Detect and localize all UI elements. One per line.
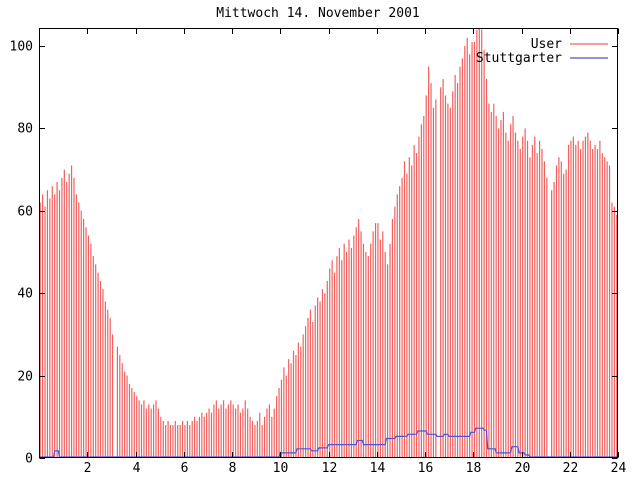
stuttgarter-line	[39, 427, 618, 458]
y-tick-label: 0	[25, 452, 33, 467]
plot-border	[39, 28, 618, 458]
x-tick-label: 18	[466, 461, 482, 476]
x-tick-label: 6	[181, 461, 189, 476]
y-tick-label: 80	[17, 122, 33, 137]
x-tick-label: 2	[84, 461, 92, 476]
x-tick-label: 10	[273, 461, 289, 476]
legend-label: User	[531, 37, 562, 52]
x-tick-label: 4	[133, 461, 141, 476]
x-tick-label: 12	[322, 461, 338, 476]
x-tick-label: 14	[370, 461, 386, 476]
x-tick-label: 8	[229, 461, 237, 476]
x-tick-label: 20	[515, 461, 531, 476]
y-tick-label: 100	[10, 40, 33, 55]
plot-area	[39, 28, 618, 458]
x-tick-label: 16	[418, 461, 434, 476]
x-tick-label: 22	[563, 461, 579, 476]
x-tick-label: 24	[611, 461, 627, 476]
y-tick-label: 60	[17, 205, 33, 220]
chart-title: Mittwoch 14. November 2001	[216, 6, 420, 21]
legend-label: Stuttgarter	[476, 51, 562, 66]
y-tick-label: 40	[17, 287, 33, 302]
user-bars-series	[39, 28, 618, 458]
y-tick-label: 20	[17, 370, 33, 385]
